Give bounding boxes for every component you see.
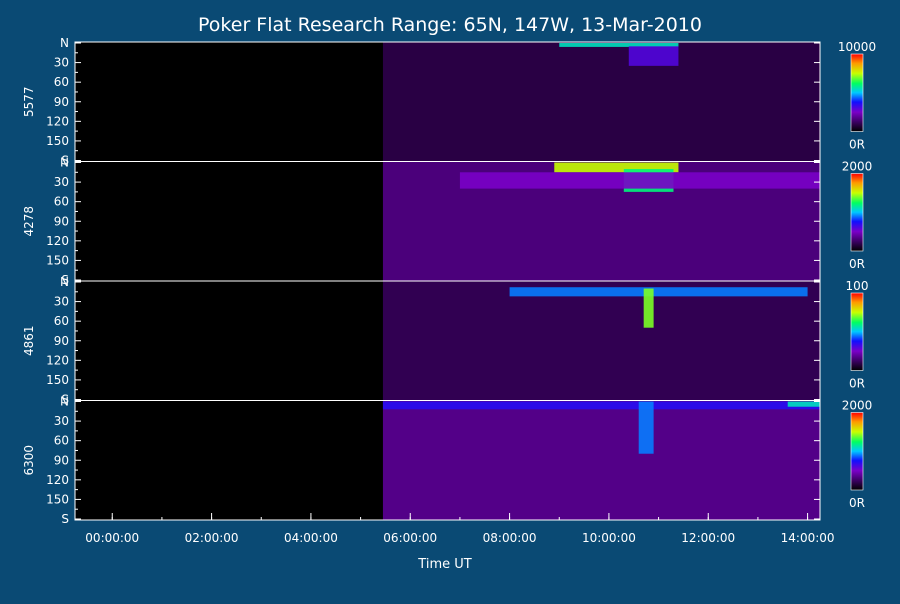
- emission-feature: [554, 162, 679, 173]
- y-tick-label: 90: [54, 95, 69, 109]
- y-tick-label: N: [60, 275, 69, 289]
- y-tick-label: 120: [46, 114, 69, 128]
- x-tick-label: 04:00:00: [284, 531, 338, 545]
- panel-label: 6300: [22, 445, 36, 476]
- y-tick-label: 150: [46, 492, 69, 506]
- y-tick-label: 120: [46, 234, 69, 248]
- data-region: [382, 400, 820, 520]
- x-tick-label: 06:00:00: [383, 531, 437, 545]
- data-region: [382, 42, 820, 162]
- y-tick-label: 30: [54, 295, 69, 309]
- panel-label: 4861: [22, 325, 36, 356]
- y-tick-label: 60: [54, 434, 69, 448]
- y-tick-label: 120: [46, 353, 69, 367]
- colorbar-min-label: 0R: [849, 377, 865, 391]
- x-tick-label: 14:00:00: [781, 531, 835, 545]
- panel-4861: N 30 60 90 120 150 S 4861 100 0R: [22, 275, 868, 407]
- colorbar-max-label: 100: [846, 279, 869, 293]
- panels-group: N 30 60 90 120 150 S 5577 10000 0R N 30 60 90 120 150 S 4…: [22, 36, 876, 526]
- colorbar-max-label: 2000: [842, 160, 873, 174]
- colorbar: [850, 53, 864, 132]
- y-tick-label: 60: [54, 195, 69, 209]
- y-tick-label: N: [60, 36, 69, 50]
- chart-title: Poker Flat Research Range: 65N, 147W, 13…: [198, 14, 702, 36]
- emission-feature: [638, 401, 654, 454]
- colorbar-min-label: 0R: [849, 138, 865, 152]
- colorbar-min-label: 0R: [849, 496, 865, 510]
- x-tick-label: 12:00:00: [681, 531, 735, 545]
- y-tick-label: 30: [54, 175, 69, 189]
- y-tick-label: 90: [54, 334, 69, 348]
- x-tick-label: 00:00:00: [85, 531, 139, 545]
- y-tick-label: S: [61, 273, 69, 287]
- y-tick-label: 30: [54, 56, 69, 70]
- colorbar-max-label: 10000: [838, 40, 876, 54]
- colorbar-min-label: 0R: [849, 257, 865, 271]
- x-tick-label: 08:00:00: [483, 531, 537, 545]
- y-tick-label: S: [61, 154, 69, 168]
- emission-feature: [459, 172, 820, 189]
- x-tick-label: 10:00:00: [582, 531, 636, 545]
- panel-label: 4278: [22, 206, 36, 237]
- y-tick-label: N: [60, 156, 69, 170]
- y-tick-label: 150: [46, 134, 69, 148]
- panel-label: 5577: [22, 86, 36, 117]
- y-tick-label: 30: [54, 414, 69, 428]
- y-tick-label: 150: [46, 373, 69, 387]
- colorbar: [850, 292, 864, 371]
- y-tick-label: 150: [46, 253, 69, 267]
- emission-feature: [382, 401, 820, 410]
- emission-feature: [559, 43, 679, 47]
- emission-feature: [787, 401, 820, 407]
- y-tick-label: 90: [54, 214, 69, 228]
- panel-5577: N 30 60 90 120 150 S 5577 10000 0R: [22, 36, 876, 168]
- y-tick-label: S: [61, 393, 69, 407]
- y-tick-label: N: [60, 395, 69, 409]
- panel-4278: N 30 60 90 120 150 S 4278 2000 0R: [22, 156, 872, 288]
- emission-feature: [643, 288, 654, 328]
- colorbar: [850, 412, 864, 491]
- y-tick-label: 60: [54, 314, 69, 328]
- colorbar-max-label: 2000: [842, 399, 873, 413]
- y-tick-label: 60: [54, 75, 69, 89]
- colorbar: [850, 173, 864, 252]
- x-axis-label: Time UT: [417, 557, 471, 572]
- emission-feature: [509, 287, 808, 297]
- x-tick-label: 02:00:00: [185, 531, 239, 545]
- x-axis: 00:00:00 02:00:00 04:00:00 06:00:00 08:00:00…: [85, 513, 835, 545]
- y-tick-label: S: [61, 512, 69, 526]
- emission-feature: [628, 46, 679, 66]
- y-tick-label: 90: [54, 453, 69, 467]
- y-tick-label: 120: [46, 473, 69, 487]
- panel-6300: N 30 60 90 120 150 S 6300 2000 0R: [22, 395, 872, 527]
- data-region: [382, 281, 820, 401]
